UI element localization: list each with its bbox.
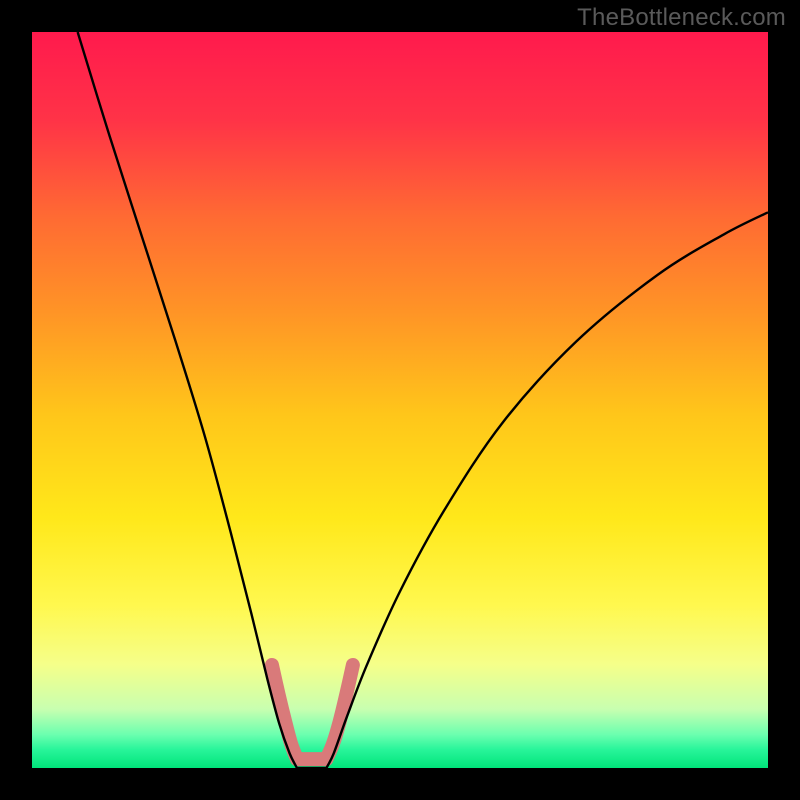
watermark-text: TheBottleneck.com xyxy=(577,4,786,32)
plot-area xyxy=(32,32,768,768)
bottleneck-curve xyxy=(32,32,768,768)
chart-canvas: TheBottleneck.com xyxy=(0,0,800,800)
gradient-background xyxy=(32,32,768,768)
